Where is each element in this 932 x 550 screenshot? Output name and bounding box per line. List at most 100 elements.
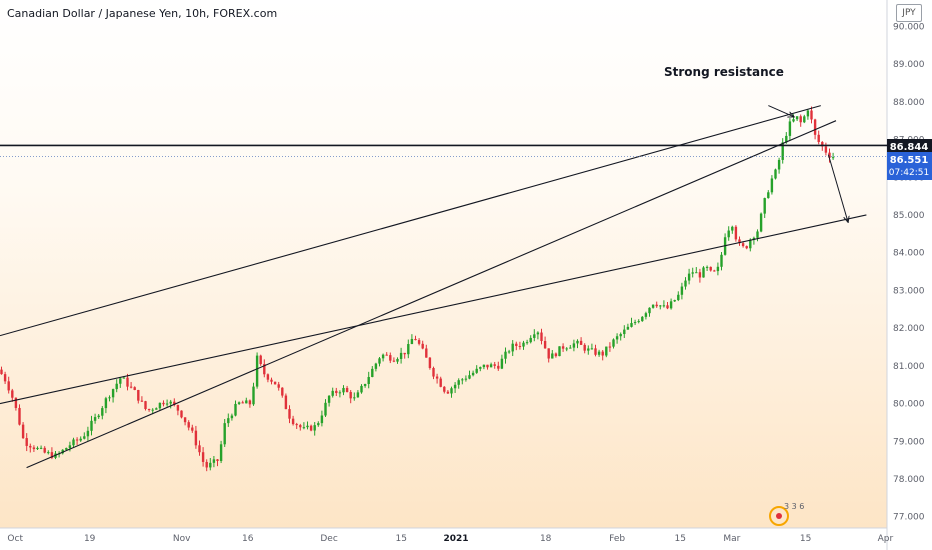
candle-body bbox=[335, 390, 338, 394]
candle-body bbox=[587, 348, 590, 351]
candle-body bbox=[695, 272, 698, 274]
candle-body bbox=[669, 301, 673, 309]
candle-body bbox=[194, 430, 198, 446]
candle-body bbox=[133, 387, 136, 390]
candle-body bbox=[29, 445, 32, 448]
candle-body bbox=[342, 387, 345, 393]
candle-body bbox=[389, 355, 392, 361]
candle-body bbox=[464, 378, 468, 380]
time-axis-background bbox=[0, 528, 887, 550]
candle-body bbox=[65, 448, 68, 450]
candle-body bbox=[173, 401, 176, 406]
candle-body bbox=[302, 427, 306, 429]
x-tick-label: 18 bbox=[540, 534, 552, 544]
candle-body bbox=[493, 364, 496, 366]
candle-body bbox=[248, 400, 252, 405]
annotation-strong-resistance: Strong resistance bbox=[664, 65, 784, 79]
upper-channel-line[interactable] bbox=[0, 105, 821, 337]
level-price-tag[interactable]: 86.844 bbox=[887, 139, 932, 154]
mid-trend-line[interactable] bbox=[26, 120, 837, 469]
candle-body bbox=[338, 392, 342, 394]
candle-body bbox=[756, 231, 759, 238]
candle-body bbox=[353, 397, 356, 399]
candle-body bbox=[662, 305, 666, 307]
candle-body bbox=[407, 344, 410, 355]
bar-countdown-label: 07:42:51 bbox=[889, 168, 929, 178]
candle-body bbox=[641, 316, 644, 322]
candle-body bbox=[623, 329, 626, 335]
candle-body bbox=[569, 347, 572, 349]
candle-body bbox=[115, 383, 118, 390]
y-tick-label: 78.000 bbox=[893, 475, 925, 485]
y-tick-label: 85.000 bbox=[893, 211, 925, 221]
last-price-tag[interactable]: 86.551 07:42:51 bbox=[887, 152, 932, 180]
candle-body bbox=[781, 142, 784, 160]
candle-body bbox=[792, 119, 795, 122]
candle-body bbox=[331, 390, 334, 396]
candle-body bbox=[392, 360, 396, 362]
candle-body bbox=[306, 425, 309, 428]
candle-body bbox=[90, 420, 93, 431]
candle-body bbox=[594, 348, 597, 355]
time-axis[interactable]: Oct 19 Nov 16 Dec 15 2021 18 Feb 15 Mar 15 Apr bbox=[7, 534, 893, 544]
candle-body bbox=[230, 415, 234, 419]
y-tick-label: 77.000 bbox=[893, 513, 925, 523]
candle-body bbox=[767, 192, 770, 199]
candle-body bbox=[803, 116, 806, 123]
level-price-label: 86.844 bbox=[890, 142, 929, 153]
candle-body bbox=[43, 447, 46, 453]
candle-body bbox=[561, 346, 565, 349]
candle-body bbox=[119, 378, 122, 384]
candle-body bbox=[727, 230, 730, 238]
candle-body bbox=[263, 364, 266, 375]
candle-body bbox=[788, 121, 792, 136]
candle-body bbox=[551, 353, 554, 359]
annotation-arrow[interactable] bbox=[768, 105, 794, 117]
candle-body bbox=[21, 424, 25, 439]
candle-body bbox=[72, 439, 75, 446]
candle-body bbox=[507, 351, 511, 353]
candle-body bbox=[533, 334, 536, 338]
candle-body bbox=[284, 395, 288, 410]
candle-body bbox=[461, 379, 464, 381]
candle-body bbox=[612, 339, 615, 347]
y-tick-label: 81.000 bbox=[893, 362, 925, 372]
candle-body bbox=[410, 338, 414, 345]
candle-body bbox=[655, 304, 658, 307]
candle-body bbox=[317, 423, 320, 426]
x-tick-label: 15 bbox=[396, 534, 407, 544]
currency-button[interactable]: JPY bbox=[896, 4, 922, 22]
candle-body bbox=[414, 338, 417, 341]
candle-body bbox=[288, 409, 291, 419]
candle-body bbox=[79, 438, 82, 441]
candle-body bbox=[824, 146, 828, 153]
candle-body bbox=[273, 381, 277, 385]
lower-support-line[interactable] bbox=[0, 214, 867, 405]
candle-body bbox=[140, 400, 144, 402]
candle-body bbox=[813, 119, 817, 135]
candle-body bbox=[270, 379, 273, 382]
candle-body bbox=[147, 409, 151, 411]
candle-body bbox=[428, 357, 432, 368]
candle-body bbox=[705, 266, 709, 268]
candle-body bbox=[435, 376, 439, 379]
x-tick-label: Dec bbox=[320, 534, 337, 544]
y-tick-label: 83.000 bbox=[893, 286, 925, 296]
candle-body bbox=[497, 365, 500, 369]
candle-body bbox=[500, 358, 504, 369]
candle-body bbox=[831, 157, 835, 159]
candle-body bbox=[68, 445, 72, 449]
x-tick-label: 2021 bbox=[443, 534, 468, 544]
candle-body bbox=[698, 272, 702, 278]
projection-arrow[interactable] bbox=[827, 154, 848, 223]
candle-body bbox=[50, 452, 54, 458]
candle-body bbox=[324, 402, 327, 416]
watermark-logo[interactable]: 3 3 6 bbox=[769, 502, 804, 526]
candle-body bbox=[129, 386, 133, 388]
candle-body bbox=[677, 294, 680, 301]
candle-body bbox=[47, 452, 50, 454]
candle-body bbox=[144, 401, 147, 410]
candle-body bbox=[14, 397, 18, 408]
overlays-group bbox=[0, 105, 887, 223]
